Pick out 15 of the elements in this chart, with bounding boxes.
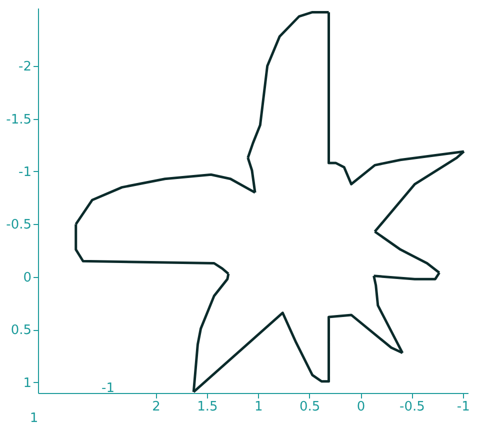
x-tick-label: 2 [152,400,160,414]
y-tick-label: -1 [18,164,32,180]
y-tick-label: -1.5 [6,112,32,128]
annotation: -1 [102,381,114,396]
y-tick-label: 0.5 [10,323,32,338]
y-tick-label: -0.5 [6,218,32,233]
x-tick-label: 0.5 [299,400,320,414]
x-tick-label: -1 [456,400,470,414]
x-tick-label: -0.5 [400,400,425,414]
x-tick-label: 1.5 [197,400,218,414]
x-tick-label: 0 [356,400,366,414]
x-tick-label: 1 [254,400,263,414]
y-tick-label: -2 [18,60,32,75]
y-tick-label: 0 [23,270,32,286]
y-tick-label: 1 [23,376,32,391]
